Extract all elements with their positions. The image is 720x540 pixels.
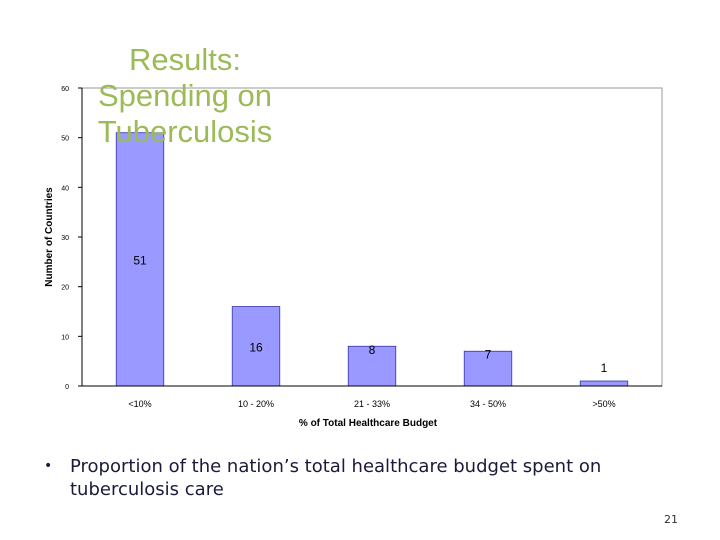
bar <box>347 345 397 387</box>
x-tick-label: 10 - 20% <box>238 399 274 409</box>
y-tick-label: 10 <box>61 334 69 341</box>
page-number: 21 <box>664 513 678 526</box>
slide-title: Results: Spending on Tuberculosis <box>97 42 273 149</box>
y-tick-label: 0 <box>65 384 69 391</box>
y-tick-label: 40 <box>61 185 69 192</box>
x-tick-label: <10% <box>128 399 151 409</box>
x-tick-label: 34 - 50% <box>470 399 506 409</box>
bar-data-label: 51 <box>133 253 147 267</box>
bullet-text: Proportion of the nation’s total healthc… <box>70 456 602 500</box>
y-tick-label: 20 <box>61 285 69 292</box>
bar <box>463 350 513 387</box>
x-tick-label: 21 - 33% <box>354 399 390 409</box>
y-tick-label: 50 <box>61 136 69 143</box>
bar-data-label: 1 <box>601 361 608 375</box>
bar-data-label: 7 <box>485 347 492 361</box>
bullet-dot-icon: • <box>44 458 53 474</box>
bar <box>115 132 165 387</box>
bar-data-label: 8 <box>369 343 376 357</box>
x-tick-label: >50% <box>592 399 615 409</box>
y-axis-label: Number of Countries <box>44 187 55 287</box>
y-tick-label: 30 <box>61 235 69 242</box>
x-axis-label: % of Total Healthcare Budget <box>299 418 438 429</box>
bars: 51 16 8 7 1 <box>115 132 629 387</box>
y-axis: 0 10 20 30 40 50 60 <box>61 86 83 391</box>
bar-data-label: 16 <box>249 341 263 355</box>
bar <box>579 380 629 387</box>
y-tick-label: 60 <box>61 86 69 93</box>
x-axis: <10% 10 - 20% 21 - 33% 34 - 50% >50% <box>82 385 662 409</box>
